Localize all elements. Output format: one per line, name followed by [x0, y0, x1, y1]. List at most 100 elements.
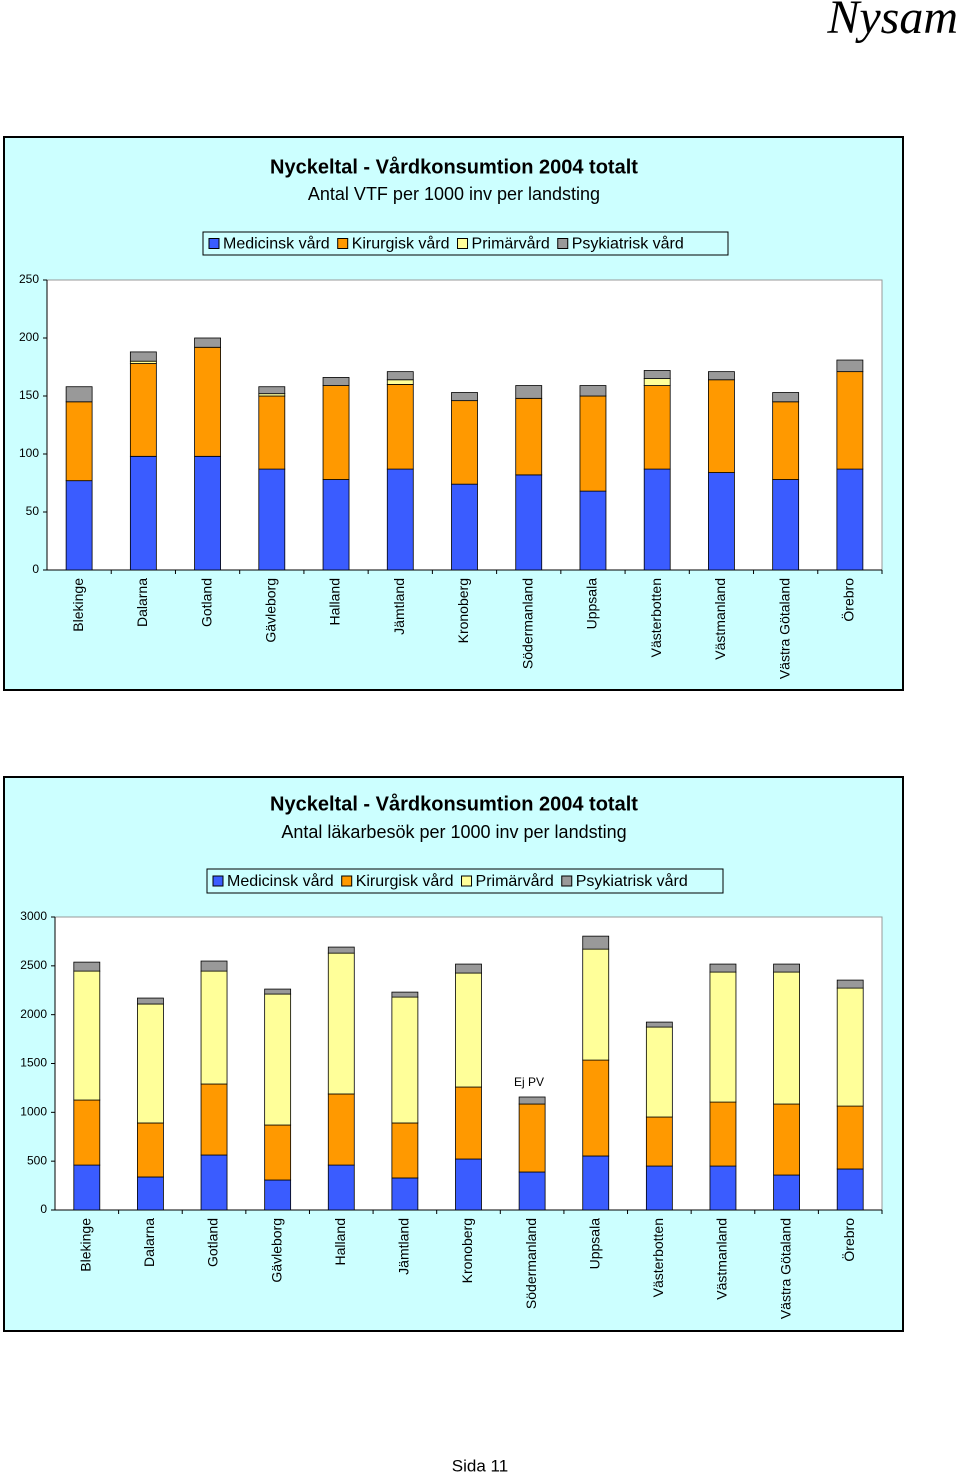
bar-segment: [200, 970, 228, 1085]
bar-segment: [643, 385, 671, 470]
y-tick-label: 250: [19, 272, 39, 286]
bar-segment: [200, 1154, 228, 1211]
legend-swatch: [461, 875, 473, 887]
bar-segment: [579, 385, 607, 397]
bar-segment: [386, 371, 414, 381]
bar-segment: [129, 363, 157, 457]
x-tick-label: Södermanland: [519, 578, 535, 669]
bar-segment: [645, 1026, 673, 1118]
y-tick-label: 0: [40, 1202, 47, 1216]
legend-label: Medicinsk vård: [227, 872, 334, 890]
y-tick-label: 2000: [20, 1007, 47, 1021]
x-tick-label: Kronoberg: [459, 1218, 475, 1283]
bar-segment: [708, 379, 735, 473]
bar-segment: [772, 401, 800, 480]
bar-segment: [773, 1174, 800, 1211]
bar-segment: [518, 1096, 546, 1105]
bar-segment: [643, 370, 671, 380]
bar-segment: [836, 371, 864, 470]
bar-segment: [194, 346, 221, 457]
bar-segment: [451, 400, 478, 485]
x-tick-label: Örebro: [840, 578, 857, 622]
chart-title: Nyckeltal - Vårdkonsumtion 2004 totalt: [270, 792, 638, 815]
bar-segment: [836, 987, 864, 1107]
bar-segment: [327, 1164, 355, 1211]
bar-segment: [322, 385, 350, 480]
bar-segment: [645, 1021, 673, 1028]
x-tick-label: Västra Götaland: [777, 1218, 793, 1319]
bar-segment: [451, 392, 478, 402]
legend-label: Psykiatrisk vård: [576, 872, 688, 890]
bar-segment: [65, 480, 93, 571]
bar-segment: [836, 1105, 864, 1170]
x-tick-label: Kronoberg: [455, 578, 471, 643]
bar-segment: [579, 395, 607, 492]
bar-segment: [391, 991, 419, 998]
bar-segment: [643, 378, 671, 386]
bar-segment: [645, 1116, 673, 1167]
x-tick-label: Dalarna: [134, 578, 150, 627]
bar-segment: [391, 1177, 419, 1211]
bar-segment: [773, 963, 800, 973]
x-tick-label: Västerbotten: [648, 578, 664, 657]
bar-segment: [709, 1165, 737, 1211]
bar-segment: [386, 383, 414, 470]
x-tick-label: Västerbotten: [650, 1218, 666, 1297]
bar-segment: [515, 397, 543, 476]
legend-label: Primärvård: [472, 235, 550, 253]
bar-segment: [515, 385, 543, 399]
page-number: Sida 11: [452, 1456, 508, 1475]
x-tick-label: Uppsala: [586, 1218, 602, 1270]
legend-swatch: [557, 238, 569, 249]
y-tick-label: 50: [26, 504, 40, 518]
bar-segment: [137, 1003, 164, 1124]
bar-segment: [264, 993, 292, 1126]
bar-segment: [582, 935, 610, 950]
x-tick-label: Västmanland: [714, 1218, 730, 1300]
bar-segment: [129, 455, 157, 571]
x-tick-label: Blekinge: [78, 1218, 94, 1272]
bar-segment: [264, 1179, 292, 1211]
bar-segment: [518, 1171, 546, 1211]
bar-segment: [451, 483, 478, 571]
x-tick-label: Uppsala: [584, 578, 600, 630]
x-tick-label: Örebro: [840, 1218, 857, 1262]
bar-segment: [518, 1103, 546, 1173]
bar-segment: [65, 401, 93, 482]
bar-segment: [194, 455, 221, 571]
bar-segment: [73, 1164, 101, 1211]
x-tick-label: Gotland: [198, 578, 214, 627]
bar-segment: [515, 474, 543, 571]
annotation: Ej PV: [514, 1075, 544, 1089]
y-tick-label: 0: [32, 562, 39, 576]
bar-segment: [200, 960, 228, 972]
x-tick-label: Södermanland: [523, 1218, 539, 1309]
bar-segment: [322, 479, 350, 571]
chart-subtitle: Antal VTF per 1000 inv per landsting: [308, 184, 600, 204]
y-tick-label: 100: [19, 446, 39, 460]
x-tick-label: Västra Götaland: [776, 578, 792, 679]
x-tick-label: Gävleborg: [263, 578, 279, 643]
bar-segment: [836, 979, 864, 989]
y-tick-label: 2500: [20, 958, 47, 972]
bar-segment: [391, 996, 419, 1124]
bar-segment: [455, 972, 482, 1088]
legend-label: Psykiatrisk vård: [572, 235, 684, 253]
y-tick-label: 200: [19, 330, 39, 344]
header-title: Nysam: [826, 0, 958, 44]
x-tick-label: Västmanland: [712, 578, 728, 660]
y-tick-label: 3000: [20, 909, 47, 923]
bar-segment: [137, 1176, 164, 1211]
bar-segment: [65, 386, 93, 403]
bar-segment: [129, 351, 157, 362]
bar-segment: [772, 479, 800, 571]
bar-segment: [322, 377, 350, 386]
bar-segment: [836, 359, 864, 373]
y-tick-label: 1500: [20, 1056, 47, 1070]
chart-subtitle: Antal läkarbesök per 1000 inv per landst…: [281, 822, 626, 842]
bar-segment: [258, 468, 286, 571]
x-tick-label: Gävleborg: [268, 1218, 284, 1283]
chart-title: Nyckeltal - Vårdkonsumtion 2004 totalt: [270, 155, 638, 178]
bar-segment: [137, 1122, 164, 1178]
bar-segment: [327, 946, 355, 954]
